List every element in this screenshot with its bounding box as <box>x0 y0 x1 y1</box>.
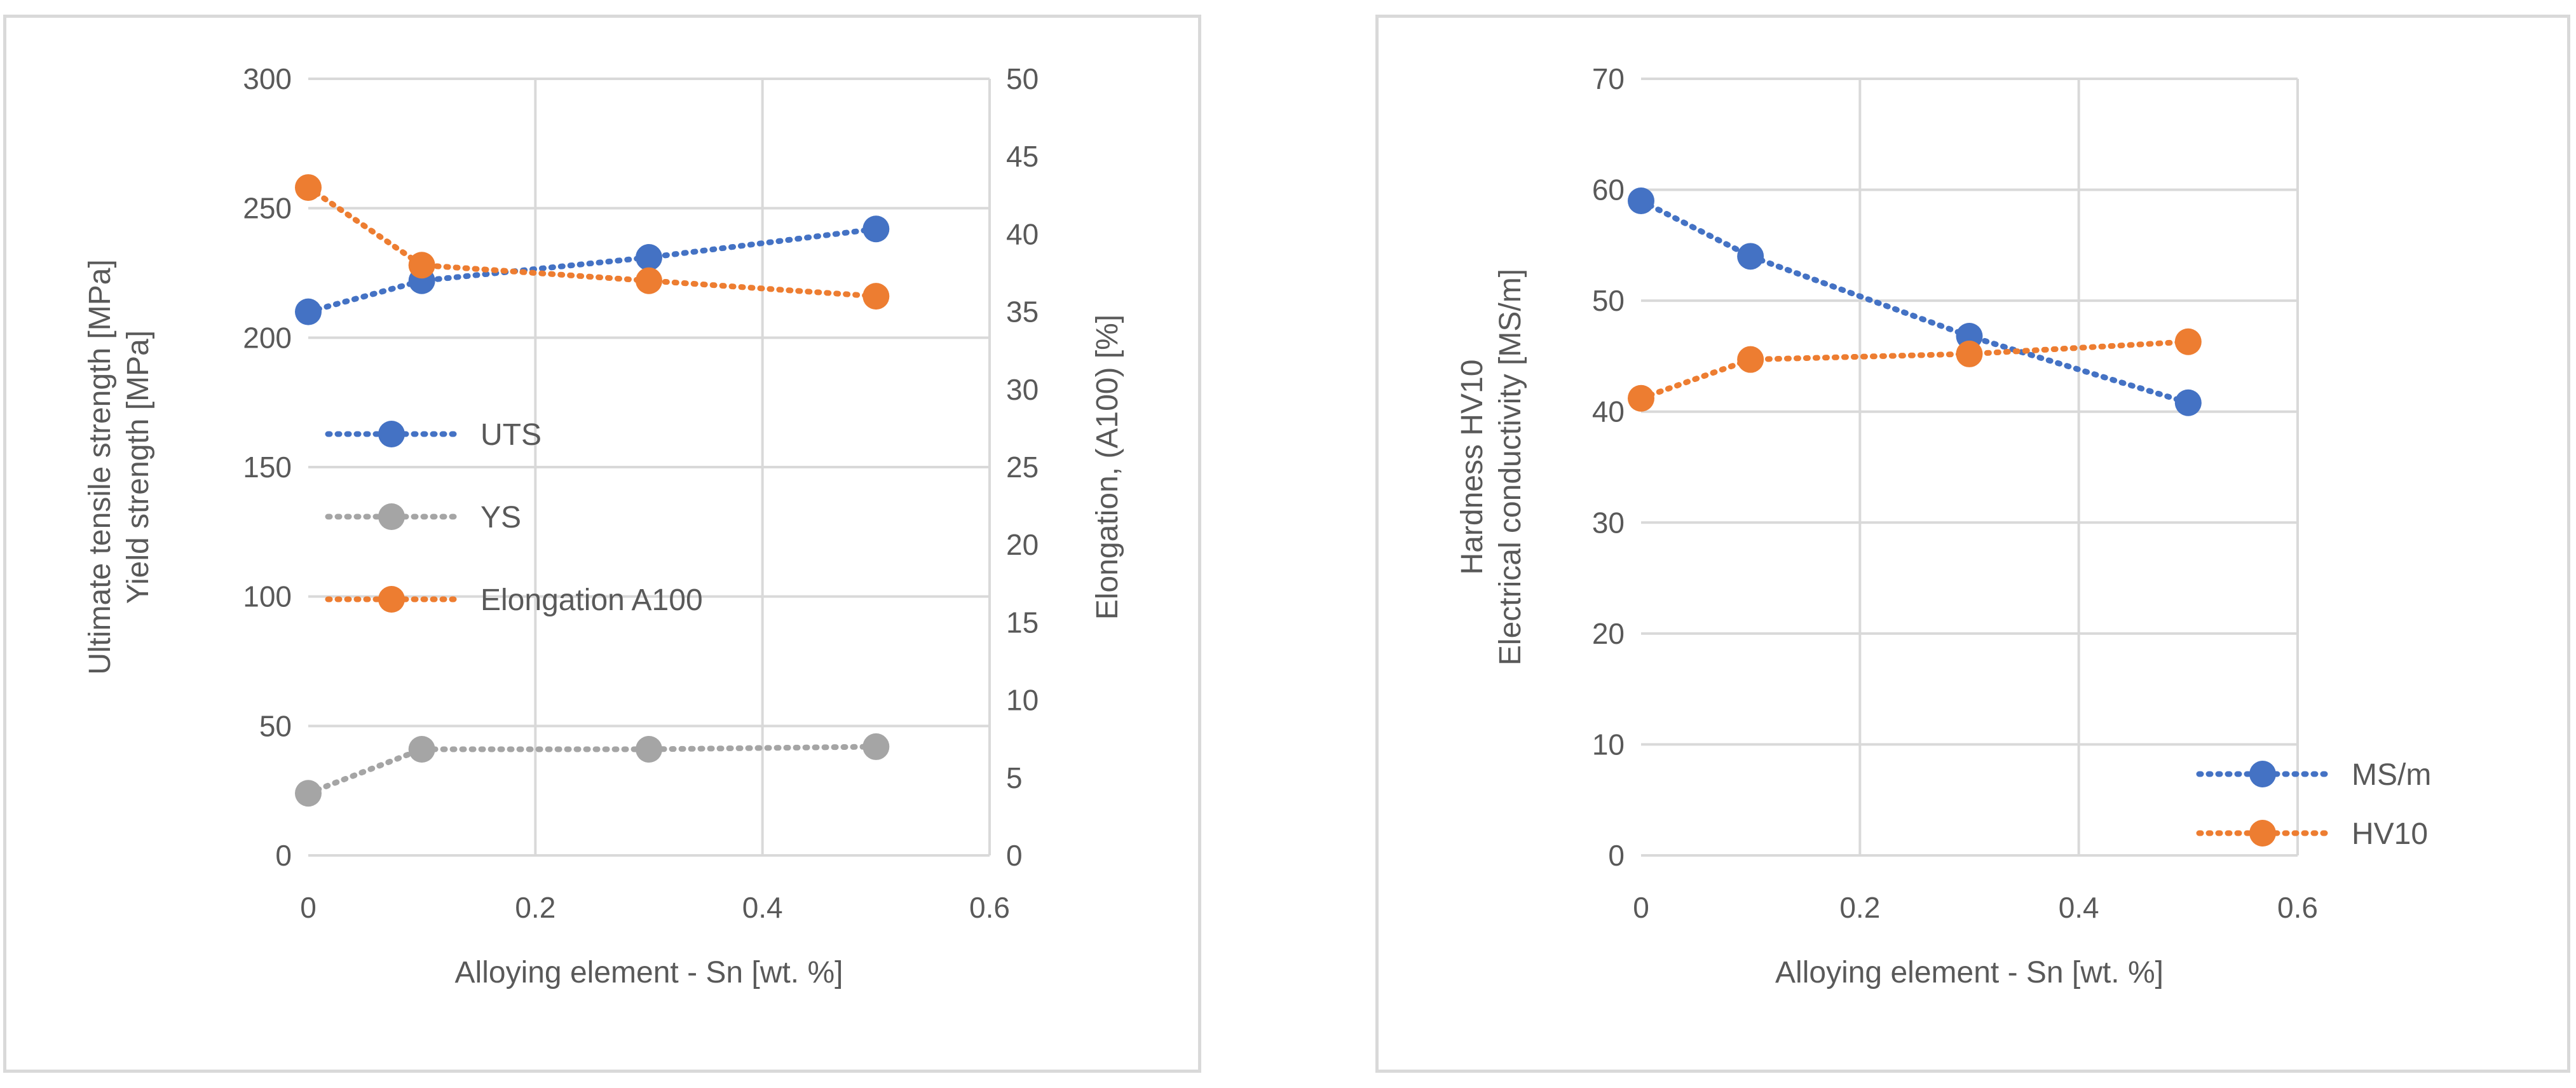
legend-marker <box>378 503 405 530</box>
data-point <box>862 733 890 760</box>
legend-label: HV10 <box>2352 817 2428 851</box>
y-axis-title: Yield strength [MPa] <box>121 330 155 604</box>
strength-chart: 0 50 100 150 200 250 300 0 0.2 0.4 0.6 0 5 10 15 20 25 30… <box>83 62 1124 989</box>
data-point <box>408 735 435 763</box>
data-point <box>862 283 890 310</box>
y-tick-label: 200 <box>243 321 292 354</box>
y-tick-label: 70 <box>1592 62 1625 95</box>
x-tick-label: 0 <box>1633 891 1649 924</box>
legend-marker <box>378 421 405 447</box>
data-point <box>1628 187 1654 215</box>
legend-marker <box>378 586 405 613</box>
data-point <box>1737 243 1764 270</box>
x-axis-title: Alloying element - Sn [wt. %] <box>1775 956 2164 989</box>
y-tick-label: 30 <box>1592 506 1625 539</box>
x-tick-label: 0.6 <box>969 891 1010 924</box>
x-tick-label: 0.4 <box>2059 891 2099 924</box>
series-line-0 <box>1638 198 2191 406</box>
y2-tick-label: 45 <box>1006 140 1039 173</box>
data-point <box>1737 346 1764 373</box>
data-point <box>1956 340 1983 367</box>
y2-tick-label: 0 <box>1006 839 1023 872</box>
y2-tick-label: 35 <box>1006 296 1039 329</box>
legend-marker <box>2249 761 2276 787</box>
y-tick-label: 300 <box>243 62 292 95</box>
legend-label: YS <box>480 501 521 534</box>
y2-tick-label: 10 <box>1006 684 1039 717</box>
y-tick-label: 40 <box>1592 395 1625 428</box>
x-tick-label: 0.2 <box>515 891 555 924</box>
chart-panel-conductivity: 0 10 20 30 40 50 60 70 0 0.2 0.4 0.6 Alloying elemen… <box>1375 15 2570 1073</box>
data-point <box>2174 328 2202 355</box>
y-axis-title: Electrical conductivity [MS/m] <box>1494 269 1527 665</box>
y2-tick-label: 40 <box>1006 217 1039 250</box>
y-tick-label: 50 <box>259 709 292 742</box>
data-point <box>295 780 322 807</box>
x-tick-label: 0 <box>300 891 317 924</box>
y-axis-title: Hardness HV10 <box>1455 360 1489 575</box>
y-tick-label: 0 <box>275 839 292 872</box>
data-point <box>2174 389 2202 416</box>
y-tick-label: 0 <box>1608 839 1625 872</box>
y-tick-label: 100 <box>243 580 292 613</box>
y-tick-label: 250 <box>243 192 292 225</box>
series-line-0 <box>305 226 879 315</box>
y-tick-label: 20 <box>1592 617 1625 650</box>
x-tick-label: 0.4 <box>742 891 783 924</box>
y2-tick-label: 30 <box>1006 373 1039 406</box>
y2-tick-label: 5 <box>1006 761 1023 794</box>
legend-label: UTS <box>480 418 542 452</box>
y-axis-title: Ultimate tensile strength [MPa] <box>83 259 117 675</box>
x-axis-title: Alloying element - Sn [wt. %] <box>455 956 843 989</box>
y2-tick-label: 25 <box>1006 451 1039 484</box>
data-point <box>636 267 662 294</box>
legend-marker <box>2249 820 2276 847</box>
y-tick-label: 150 <box>243 451 292 484</box>
y-tick-label: 60 <box>1592 173 1625 207</box>
chart-panel-strength: 0 50 100 150 200 250 300 0 0.2 0.4 0.6 0 5 10 15 20 25 30… <box>3 15 1201 1073</box>
x-tick-label: 0.6 <box>2277 891 2318 924</box>
data-point <box>636 244 662 271</box>
data-point <box>1628 384 1654 412</box>
y-tick-label: 50 <box>1592 284 1625 317</box>
series-line-1 <box>305 744 879 796</box>
conductivity-chart: 0 10 20 30 40 50 60 70 0 0.2 0.4 0.6 Alloying elemen… <box>1455 62 2431 989</box>
y2-tick-label: 15 <box>1006 606 1039 639</box>
data-point <box>862 215 890 243</box>
y-tick-label: 10 <box>1592 728 1625 761</box>
y2-axis-title: Elongation, (A100) [%] <box>1091 315 1124 620</box>
legend-label: MS/m <box>2352 758 2431 792</box>
data-point <box>636 735 662 763</box>
x-tick-label: 0.2 <box>1839 891 1880 924</box>
data-point <box>295 174 322 201</box>
series-line-2 <box>305 184 879 299</box>
y2-tick-label: 20 <box>1006 528 1039 561</box>
series-line-1 <box>1638 339 2191 402</box>
data-point <box>295 298 322 325</box>
legend-label: Elongation A100 <box>480 583 703 617</box>
y2-tick-label: 50 <box>1006 62 1039 95</box>
data-point <box>408 252 435 279</box>
